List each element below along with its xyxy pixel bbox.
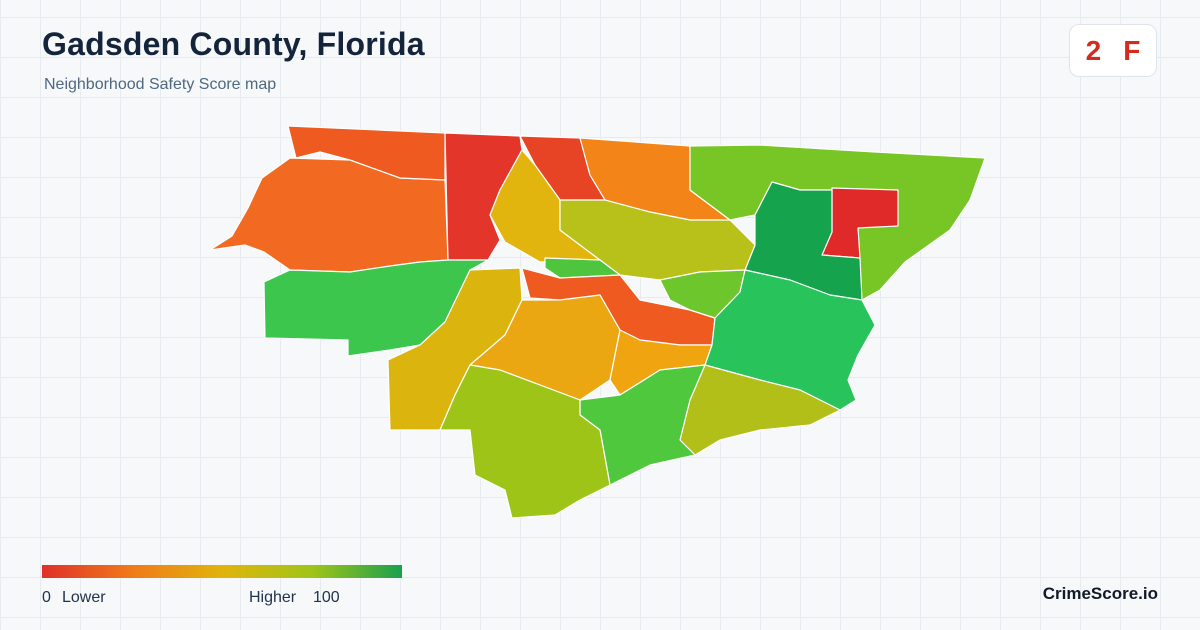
legend-max-label: Higher: [249, 589, 297, 606]
brand-logo[interactable]: CrimeScore.io: [1042, 584, 1158, 603]
grade-letter: F: [1123, 34, 1141, 66]
page-subtitle: Neighborhood Safety Score map: [44, 76, 277, 93]
page-title: Gadsden County, Florida: [42, 26, 425, 62]
legend-min-label: Lower: [62, 589, 106, 606]
map-region-south[interactable]: [439, 364, 611, 519]
grade-score: 2: [1085, 34, 1102, 66]
map-region-southeast[interactable]: [704, 269, 876, 411]
legend-max-value: 100: [313, 589, 340, 606]
legend-color-scale: [42, 565, 402, 578]
legend-min-value: 0: [42, 589, 51, 606]
grade-badge: 2 F: [1069, 24, 1157, 77]
